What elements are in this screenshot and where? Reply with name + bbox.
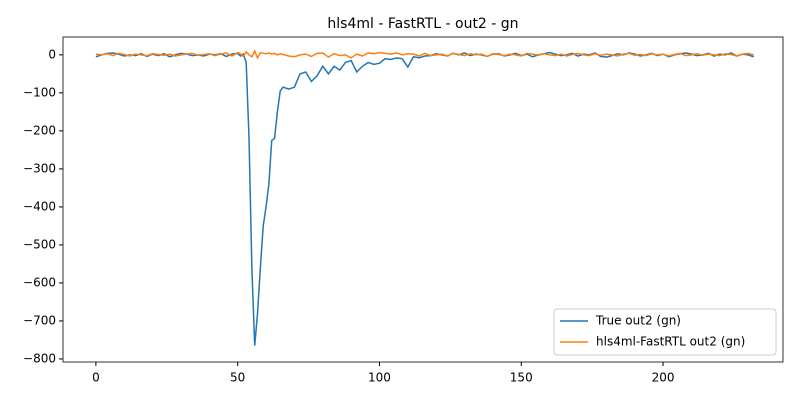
legend-label: True out2 (gn) (595, 314, 681, 328)
x-tick-label: 100 (368, 371, 391, 385)
plot-frame (62, 36, 784, 363)
y-tick-label: −600 (23, 275, 56, 289)
y-tick-label: −200 (23, 123, 56, 137)
y-tick-label: −500 (23, 237, 56, 251)
y-tick-label: −400 (23, 199, 56, 213)
x-tick-label: 0 (92, 371, 100, 385)
y-tick-label: −800 (23, 351, 56, 365)
line-series (95, 49, 754, 60)
x-tick-label: 200 (652, 371, 675, 385)
y-tick-label: −300 (23, 161, 56, 175)
y-tick-label: −700 (23, 313, 56, 327)
legend-box (553, 308, 777, 356)
chart-title: hls4ml - FastRTL - out2 - gn (327, 16, 518, 32)
y-tick-label: 0 (48, 47, 56, 61)
x-tick-label: 50 (230, 371, 245, 385)
x-tick-label: 150 (510, 371, 533, 385)
legend-label: hls4ml-FastRTL out2 (gn) (596, 335, 745, 349)
y-tick-label: −100 (23, 85, 56, 99)
